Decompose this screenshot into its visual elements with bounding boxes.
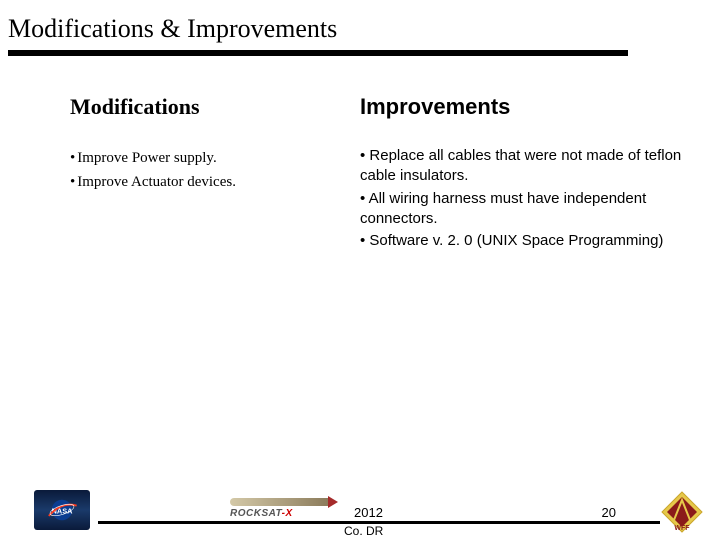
modifications-heading: Modifications bbox=[70, 94, 320, 120]
list-item: • Replace all cables that were not made … bbox=[360, 146, 700, 187]
footer: NASA ROCKSAT-X 2012 Co. DR 20 WFF bbox=[0, 488, 720, 540]
modifications-list: Improve Power supply. Improve Actuator d… bbox=[70, 146, 320, 194]
improvements-list: • Replace all cables that were not made … bbox=[360, 146, 700, 251]
page-title: Modifications & Improvements bbox=[0, 0, 720, 50]
wff-logo-icon: WFF bbox=[660, 490, 704, 534]
footer-year: 2012 bbox=[350, 505, 387, 520]
list-item: • Software v. 2. 0 (UNIX Space Programmi… bbox=[360, 231, 700, 251]
list-item: • All wiring harness must have independe… bbox=[360, 189, 700, 230]
rocksat-logo-icon: ROCKSAT-X bbox=[230, 498, 340, 522]
list-item: Improve Power supply. bbox=[70, 146, 320, 170]
nasa-logo-icon: NASA bbox=[34, 490, 90, 530]
content-area: Modifications Improve Power supply. Impr… bbox=[0, 56, 720, 253]
list-item: Improve Actuator devices. bbox=[70, 170, 320, 194]
page-number: 20 bbox=[598, 505, 620, 520]
footer-codr: Co. DR bbox=[344, 524, 383, 538]
improvements-heading: Improvements bbox=[360, 94, 700, 120]
svg-text:WFF: WFF bbox=[674, 525, 690, 532]
modifications-column: Modifications Improve Power supply. Impr… bbox=[70, 94, 320, 253]
improvements-column: Improvements • Replace all cables that w… bbox=[360, 94, 700, 253]
